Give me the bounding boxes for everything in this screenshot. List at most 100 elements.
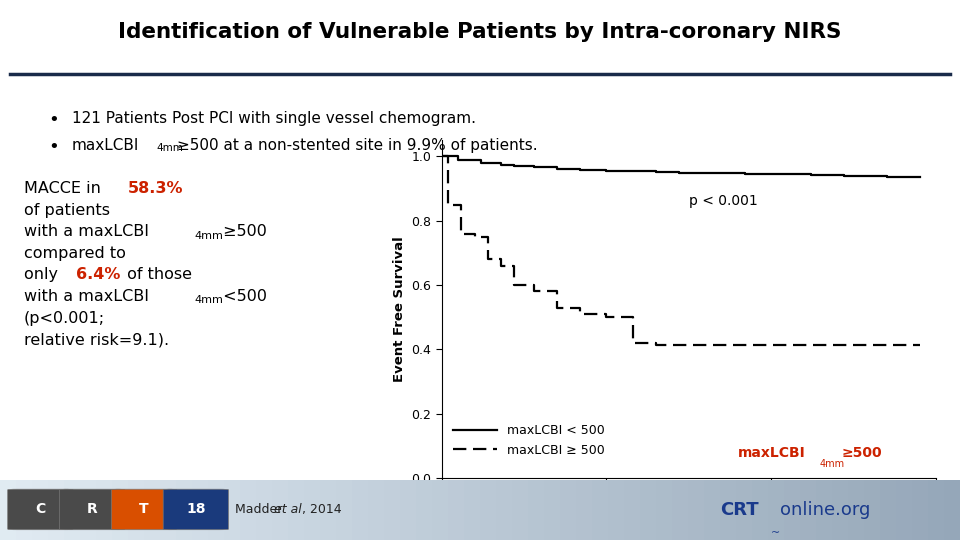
Bar <box>256 480 272 540</box>
Text: 121 Patients Post PCI with single vessel chemogram.: 121 Patients Post PCI with single vessel… <box>72 111 476 126</box>
Bar <box>832 480 848 540</box>
Bar <box>112 480 128 540</box>
Y-axis label: Event Free Survival: Event Free Survival <box>393 237 406 382</box>
Bar <box>800 480 816 540</box>
Bar <box>752 480 768 540</box>
Bar <box>224 480 240 540</box>
Bar <box>432 480 448 540</box>
Text: 18: 18 <box>186 502 205 516</box>
Bar <box>384 480 400 540</box>
Bar <box>720 480 736 540</box>
Bar <box>16 480 32 540</box>
Bar <box>352 480 368 540</box>
Text: only: only <box>24 267 63 282</box>
Bar <box>448 480 464 540</box>
Bar <box>944 480 960 540</box>
Bar <box>848 480 864 540</box>
FancyBboxPatch shape <box>60 489 125 530</box>
Text: ~: ~ <box>771 528 780 538</box>
Bar <box>128 480 144 540</box>
Bar <box>512 480 528 540</box>
FancyBboxPatch shape <box>163 489 228 530</box>
Bar <box>176 480 192 540</box>
Text: T: T <box>139 502 149 516</box>
Bar <box>928 480 944 540</box>
Bar <box>480 480 496 540</box>
Bar <box>208 480 224 540</box>
FancyBboxPatch shape <box>111 489 177 530</box>
Bar <box>96 480 112 540</box>
Bar <box>784 480 800 540</box>
Text: , 2014: , 2014 <box>302 503 342 516</box>
Bar <box>640 480 656 540</box>
Text: ≥500: ≥500 <box>218 224 267 239</box>
Text: (p<0.001;: (p<0.001; <box>24 310 106 326</box>
Bar <box>192 480 208 540</box>
Text: •: • <box>48 111 59 129</box>
Text: 4mm: 4mm <box>195 231 224 241</box>
Text: Identification of Vulnerable Patients by Intra-coronary NIRS: Identification of Vulnerable Patients by… <box>118 22 842 42</box>
Text: C: C <box>36 502 45 516</box>
FancyBboxPatch shape <box>8 489 73 530</box>
Bar <box>400 480 416 540</box>
Text: <500: <500 <box>218 289 267 304</box>
Bar <box>704 480 720 540</box>
Bar <box>816 480 832 540</box>
Bar <box>48 480 64 540</box>
Bar <box>160 480 176 540</box>
Bar <box>736 480 752 540</box>
Bar <box>656 480 672 540</box>
Text: maxLCBI: maxLCBI <box>72 138 139 153</box>
Text: with a maxLCBI: with a maxLCBI <box>24 224 149 239</box>
Bar <box>672 480 688 540</box>
Bar <box>464 480 480 540</box>
Text: 4mm: 4mm <box>156 143 183 153</box>
Text: maxLCBI: maxLCBI <box>738 446 806 460</box>
Bar <box>880 480 896 540</box>
Text: CRT: CRT <box>720 501 758 519</box>
Bar <box>320 480 336 540</box>
Bar <box>896 480 912 540</box>
Bar <box>864 480 880 540</box>
Bar <box>768 480 784 540</box>
Text: MACCE in: MACCE in <box>24 181 106 196</box>
Legend: maxLCBI < 500, maxLCBI ≥ 500: maxLCBI < 500, maxLCBI ≥ 500 <box>448 419 610 462</box>
Bar <box>368 480 384 540</box>
Text: ≥500: ≥500 <box>841 446 881 460</box>
Bar <box>608 480 624 540</box>
Bar <box>288 480 304 540</box>
Text: •: • <box>48 138 59 156</box>
Text: 58.3%: 58.3% <box>128 181 183 196</box>
Text: online.org: online.org <box>780 501 870 519</box>
Text: 4mm: 4mm <box>820 458 845 469</box>
Text: relative risk=9.1).: relative risk=9.1). <box>24 332 169 347</box>
Bar <box>144 480 160 540</box>
Text: Madder: Madder <box>235 503 287 516</box>
Bar <box>688 480 704 540</box>
Text: compared to: compared to <box>24 246 126 261</box>
Text: ≥500 at a non-stented site in 9.9% of patients.: ≥500 at a non-stented site in 9.9% of pa… <box>177 138 538 153</box>
Bar <box>528 480 544 540</box>
Text: p < 0.001: p < 0.001 <box>689 194 757 208</box>
Bar <box>336 480 352 540</box>
X-axis label: Time (years): Time (years) <box>635 507 743 522</box>
Bar <box>496 480 512 540</box>
Bar <box>80 480 96 540</box>
Bar <box>416 480 432 540</box>
Text: 4mm: 4mm <box>195 295 224 306</box>
Bar <box>592 480 608 540</box>
Text: of patients: of patients <box>24 202 110 218</box>
Bar <box>576 480 592 540</box>
Text: of those: of those <box>122 267 192 282</box>
Bar <box>304 480 320 540</box>
Bar <box>64 480 80 540</box>
Text: with a maxLCBI: with a maxLCBI <box>24 289 149 304</box>
Bar <box>240 480 256 540</box>
Text: R: R <box>86 502 98 516</box>
Text: 6.4%: 6.4% <box>76 267 120 282</box>
Bar <box>32 480 48 540</box>
Text: et al: et al <box>274 503 301 516</box>
Bar <box>0 480 16 540</box>
Bar <box>624 480 640 540</box>
Bar <box>560 480 576 540</box>
